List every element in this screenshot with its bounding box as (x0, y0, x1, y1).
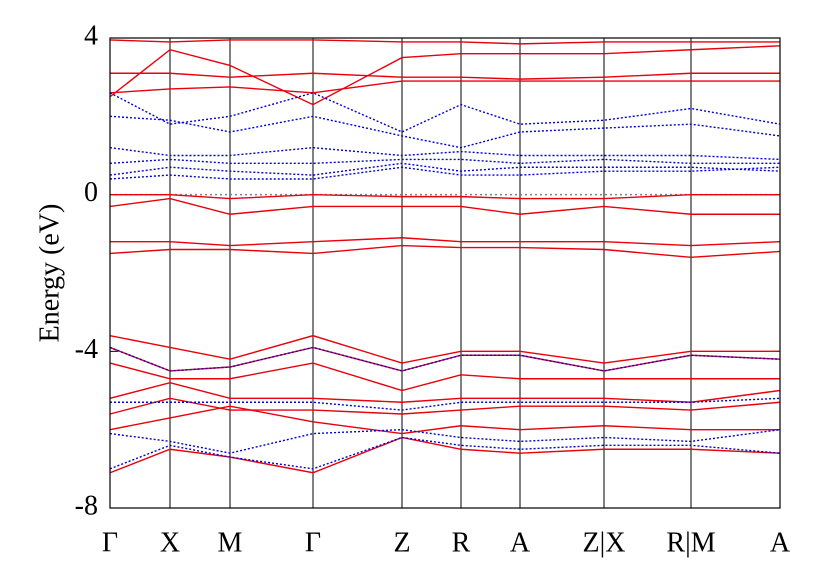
band (110, 72, 780, 80)
x-tick-label: A (770, 527, 791, 558)
band (109, 381, 781, 403)
band (109, 158, 780, 165)
band (109, 45, 781, 106)
plot-frame (109, 37, 781, 509)
y-tick-label: -8 (75, 490, 98, 521)
band (110, 193, 780, 200)
band (109, 436, 781, 470)
x-tick-label: Z (393, 527, 410, 558)
x-tick-label: X (160, 527, 180, 558)
x-tick-label: Γ (305, 527, 321, 558)
band (109, 115, 781, 149)
band (109, 405, 780, 435)
band (109, 92, 781, 133)
band (109, 346, 781, 372)
band (109, 362, 780, 392)
y-tick-label: 4 (84, 20, 98, 51)
band (109, 197, 780, 215)
x-tick-label: R (452, 527, 471, 558)
y-tick-label: 0 (84, 177, 98, 208)
band (109, 334, 780, 364)
band (109, 428, 781, 454)
band (109, 346, 781, 372)
y-tick-label: -4 (75, 334, 98, 365)
x-tick-label: Γ (102, 527, 118, 558)
x-tick-label: R|M (666, 527, 715, 558)
x-tick-label: M (218, 527, 243, 558)
y-axis-label: Energy (eV) (34, 204, 65, 343)
band (109, 244, 781, 259)
band (109, 80, 780, 94)
band (109, 39, 780, 45)
x-tick-label: A (510, 527, 531, 558)
band (109, 146, 781, 161)
band (109, 436, 781, 474)
x-tick-label: Z|X (583, 527, 626, 558)
band (110, 237, 781, 247)
band (110, 397, 781, 411)
band (109, 397, 781, 415)
